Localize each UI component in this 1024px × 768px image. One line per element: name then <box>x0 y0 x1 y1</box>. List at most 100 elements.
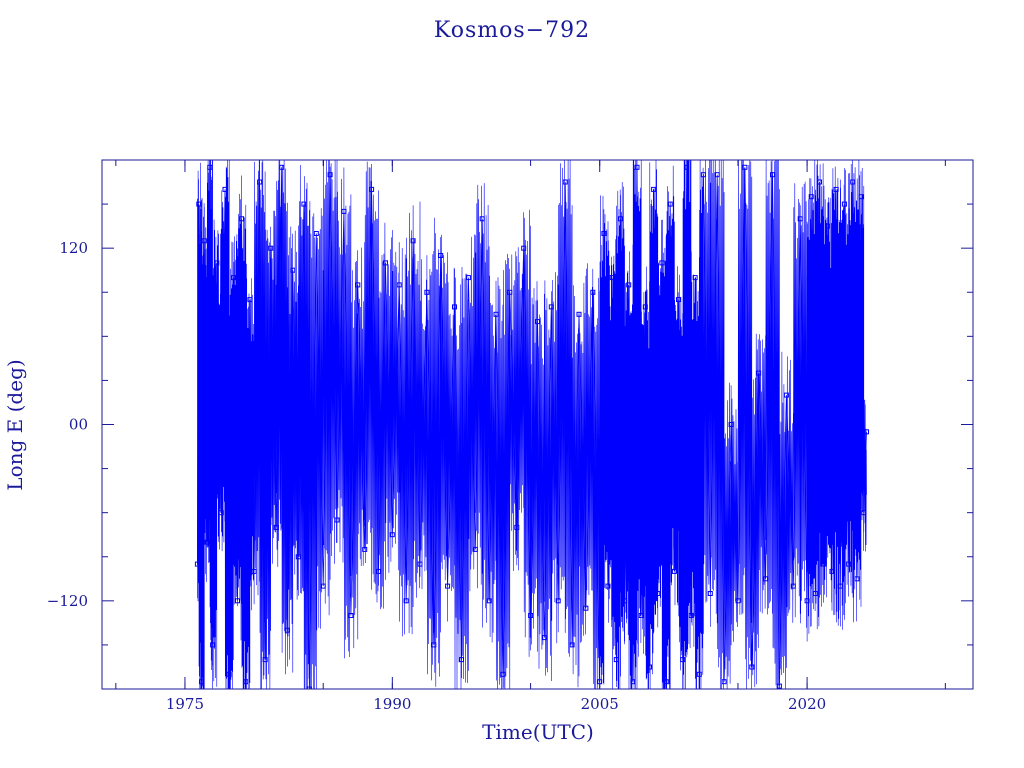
data-point <box>230 275 236 281</box>
data-point <box>858 194 864 200</box>
data-point <box>663 679 669 685</box>
y-tick-label: 120 <box>59 239 88 257</box>
data-point <box>410 238 416 244</box>
data-point <box>201 238 207 244</box>
data-point <box>770 172 775 178</box>
data-point <box>601 231 607 236</box>
data-point <box>257 179 263 185</box>
y-tick-label: −120 <box>47 592 88 610</box>
data-point <box>355 282 361 288</box>
data-point <box>638 613 644 618</box>
data-point <box>562 179 568 185</box>
data-point <box>688 613 694 618</box>
data-point <box>306 686 312 689</box>
data-point <box>301 201 307 207</box>
data-point <box>696 671 702 677</box>
data-point <box>348 613 354 618</box>
data-point <box>548 304 554 310</box>
data-point <box>279 164 285 170</box>
data-point <box>514 524 520 530</box>
data-point <box>424 289 430 295</box>
data-point <box>535 319 540 325</box>
data-point <box>493 311 499 317</box>
data-point <box>825 223 831 229</box>
data-point <box>783 392 789 398</box>
data-point <box>576 311 582 317</box>
data-point <box>396 282 402 288</box>
data-point <box>431 642 437 648</box>
data-point <box>676 297 681 303</box>
data-point <box>622 598 628 604</box>
data-point <box>268 245 274 251</box>
data-point <box>341 208 347 214</box>
data-point <box>290 267 296 273</box>
data-point <box>445 583 451 589</box>
data-point <box>841 201 847 207</box>
data-point <box>465 275 471 281</box>
data-point <box>790 583 796 589</box>
data-point <box>700 172 706 178</box>
data-point <box>728 422 734 427</box>
data-point <box>528 613 534 618</box>
data-point <box>239 216 245 222</box>
data-point <box>251 568 257 574</box>
x-tick-label: 2005 <box>581 695 619 713</box>
data-point <box>667 201 673 207</box>
data-point <box>273 524 279 530</box>
data-point <box>214 260 220 266</box>
data-point <box>861 510 867 516</box>
data-point <box>295 554 301 560</box>
data-point <box>569 642 575 648</box>
data-point <box>199 679 204 685</box>
data-point <box>721 679 727 685</box>
data-point <box>609 275 615 281</box>
data-point <box>555 598 561 604</box>
data-point <box>218 510 224 516</box>
data-point <box>742 164 748 170</box>
data-point <box>486 598 492 604</box>
series-line-dense <box>197 160 867 689</box>
data-point <box>382 260 388 266</box>
data-point <box>210 642 216 648</box>
data-point <box>642 304 648 310</box>
data-point <box>438 253 444 258</box>
data-point <box>850 179 856 185</box>
data-point <box>804 598 810 604</box>
data-point <box>714 172 720 178</box>
data-point <box>680 657 686 663</box>
data-point <box>647 664 652 670</box>
data-point <box>618 216 623 222</box>
data-point <box>262 657 268 663</box>
data-point <box>196 201 202 207</box>
data-point <box>284 627 290 633</box>
data-point <box>417 561 423 567</box>
data-point <box>334 517 340 523</box>
x-axis-label: Time(UTC) <box>482 720 594 744</box>
data-point <box>821 561 827 567</box>
data-point <box>763 576 769 582</box>
data-point <box>403 598 409 604</box>
data-point <box>235 598 240 604</box>
data-point <box>369 186 375 192</box>
data-point <box>829 568 835 574</box>
data-point <box>864 429 869 435</box>
data-point <box>692 275 698 281</box>
data-point <box>659 260 665 266</box>
x-tick-label: 1990 <box>373 695 411 713</box>
data-point <box>320 583 326 589</box>
data-point <box>846 561 852 567</box>
data-point <box>541 635 547 641</box>
data-point <box>749 664 755 670</box>
data-point <box>651 186 657 192</box>
data-point <box>376 568 381 574</box>
data-point <box>472 546 478 552</box>
data-point <box>797 216 803 222</box>
data-point <box>194 561 200 567</box>
chart-title: Kosmos−792 <box>434 18 590 43</box>
data-point <box>389 532 395 538</box>
data-point <box>833 186 839 192</box>
data-point <box>630 679 636 685</box>
data-point <box>776 683 782 689</box>
data-point <box>500 671 506 677</box>
